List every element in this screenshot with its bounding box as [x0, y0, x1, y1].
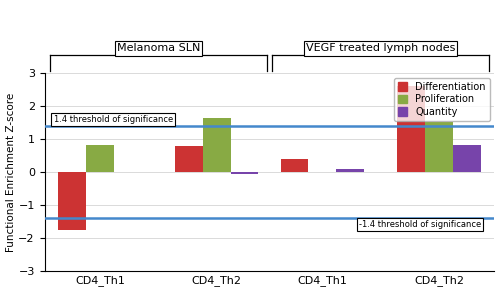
Text: Melanoma SLN: Melanoma SLN [116, 43, 200, 53]
Bar [58, 172, 86, 230]
Bar [425, 122, 453, 172]
Bar [203, 118, 230, 172]
Text: VEGF treated lymph nodes: VEGF treated lymph nodes [306, 43, 456, 53]
Y-axis label: Functional Enrichment Z-score: Functional Enrichment Z-score [6, 92, 16, 251]
Bar [453, 145, 480, 172]
Bar [397, 86, 425, 172]
Bar [336, 169, 364, 172]
Legend: Differentiation, Proliferation, Quantity: Differentiation, Proliferation, Quantity [394, 78, 490, 121]
Text: 1.4 threshold of significance: 1.4 threshold of significance [54, 115, 173, 124]
Bar [175, 146, 203, 172]
Bar [230, 172, 258, 173]
Text: -1.4 threshold of significance: -1.4 threshold of significance [358, 220, 481, 229]
Bar [280, 159, 308, 172]
Bar [86, 145, 114, 172]
